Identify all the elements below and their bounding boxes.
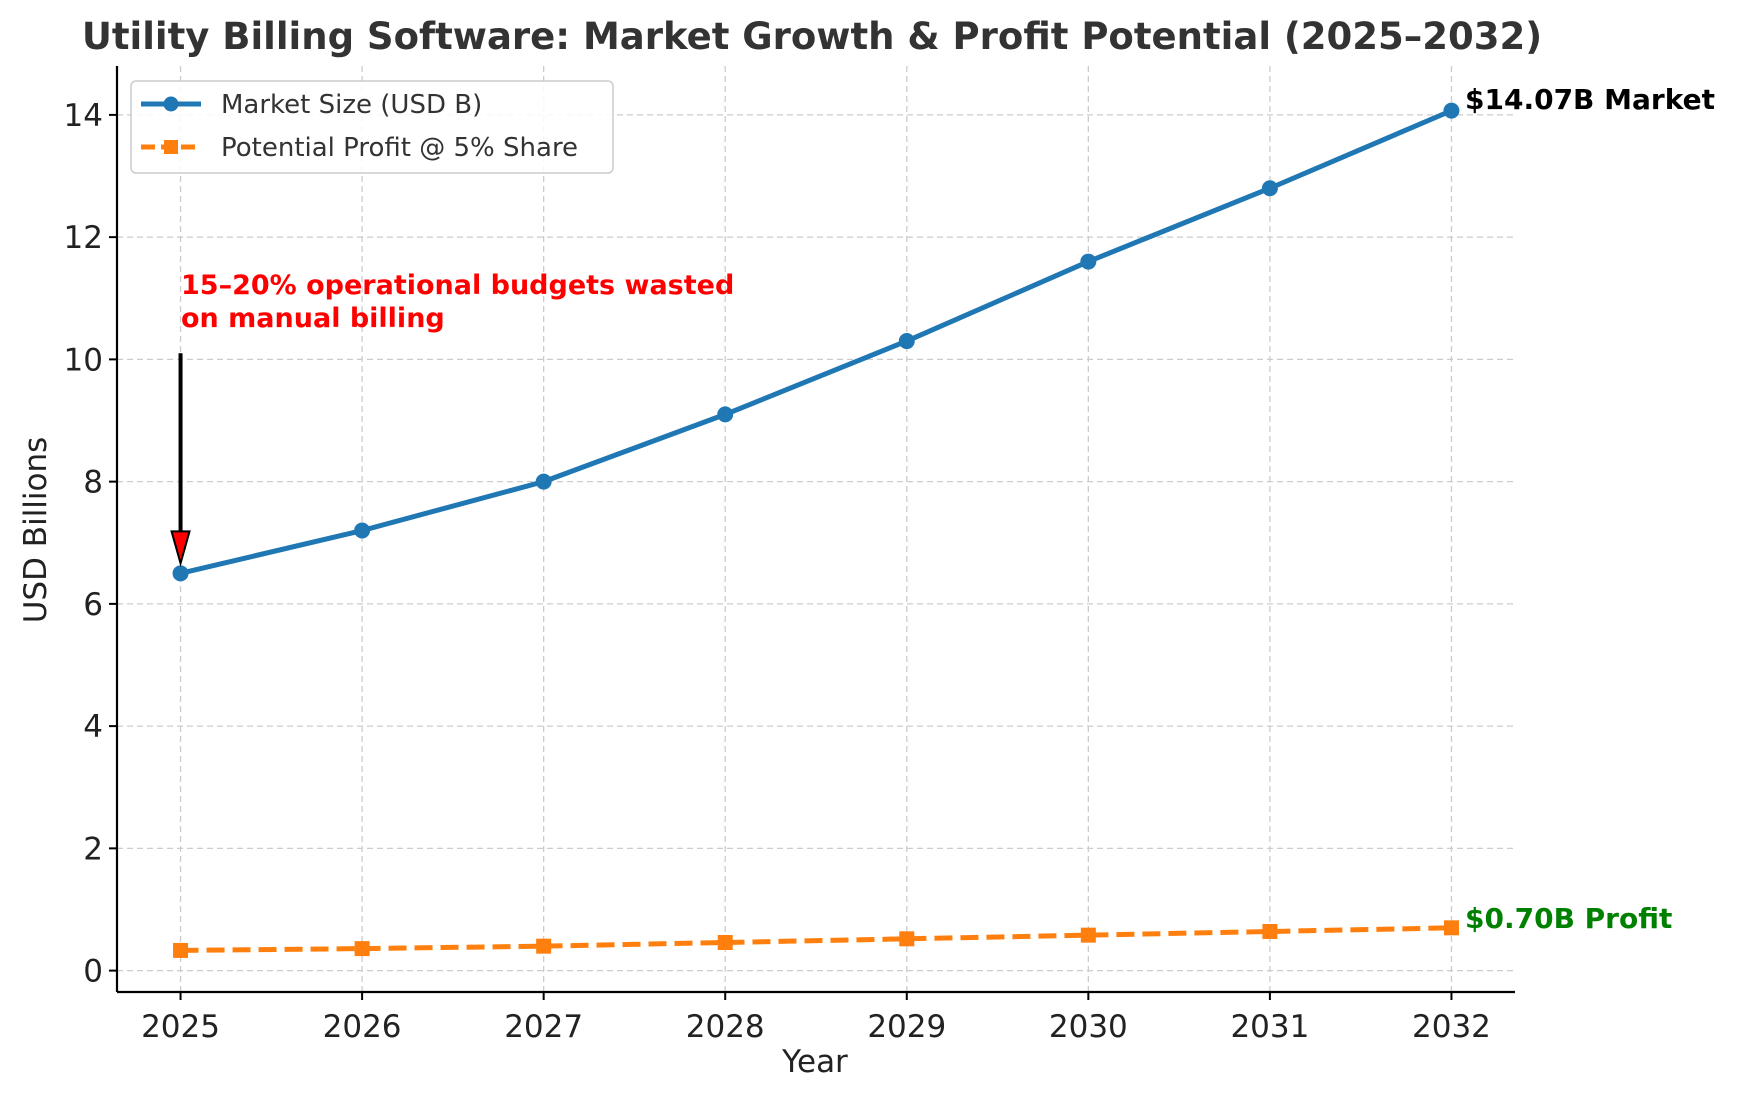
y-axis-label: USD Billions: [18, 437, 54, 624]
annotations: 15–20% operational budgets wasted on man…: [170, 83, 1715, 935]
y-tick-label-2: 2: [83, 831, 103, 867]
series-0-point-2025: [172, 565, 189, 582]
series-line-1: [180, 925, 1452, 953]
series-0-point-2027: [535, 473, 552, 490]
series-1-point-2032: [1443, 920, 1459, 936]
y-tick-label-10: 10: [64, 342, 103, 378]
annotation-waste-line2: on manual billing: [181, 303, 445, 334]
x-tick-label-2031: 2031: [1230, 1009, 1309, 1045]
series-1-point-2028: [717, 934, 733, 950]
y-tick-label-4: 4: [83, 709, 103, 745]
x-tick-label-2025: 2025: [141, 1009, 220, 1045]
x-tick-label-2028: 2028: [686, 1009, 765, 1045]
annotation-arrow-head: [170, 530, 191, 568]
x-tick-label-2032: 2032: [1412, 1009, 1491, 1045]
y-tick-label-8: 8: [83, 465, 103, 501]
y-tick-label-0: 0: [83, 954, 103, 990]
chart-title: Utility Billing Software: Market Growth …: [82, 15, 1542, 58]
series-1-point-2029: [899, 931, 915, 947]
grid: [117, 66, 1515, 992]
series-0-point-2026: [354, 522, 371, 539]
series-0-point-2030: [1080, 253, 1097, 270]
series-0-point-2032: [1443, 102, 1460, 119]
y-tick-label-12: 12: [64, 220, 103, 256]
legend-frame: [130, 80, 614, 174]
x-tick-label-2029: 2029: [867, 1009, 946, 1045]
y-tick-label-14: 14: [64, 98, 103, 134]
legend-market-marker: [163, 96, 179, 112]
x-axis-label: Year: [781, 1044, 848, 1080]
legend: Market Size (USD B) Potential Profit @ 5…: [130, 80, 614, 174]
y-tick-label-6: 6: [83, 587, 103, 623]
series-1-point-2031: [1262, 923, 1278, 939]
series-1-point-2026: [354, 941, 370, 957]
market-end-label: $14.07B Market: [1465, 83, 1715, 116]
profit-end-label: $0.70B Profit: [1465, 902, 1672, 935]
annotation-waste-line1: 15–20% operational budgets wasted: [181, 270, 734, 301]
series-0-point-2029: [898, 333, 915, 350]
legend-profit-marker: [164, 140, 178, 154]
x-tick-label-2027: 2027: [504, 1009, 583, 1045]
series: [172, 102, 1460, 958]
series-0-point-2028: [717, 406, 734, 423]
axes: 2025 2026 2027 2028 2029 2030 2031 2032 0 2 4 6 8 10 1…: [64, 66, 1515, 1045]
series-1-point-2025: [173, 942, 189, 958]
x-tick-label-2030: 2030: [1049, 1009, 1128, 1045]
series-1-point-2027: [536, 938, 552, 954]
series-1-point-2030: [1080, 927, 1096, 943]
legend-profit-label: Potential Profit @ 5% Share: [221, 133, 578, 163]
legend-market-label: Market Size (USD B): [221, 90, 482, 120]
series-line-0: [179, 108, 1453, 576]
x-tick-label-2026: 2026: [323, 1009, 402, 1045]
series-0-point-2031: [1261, 180, 1278, 197]
